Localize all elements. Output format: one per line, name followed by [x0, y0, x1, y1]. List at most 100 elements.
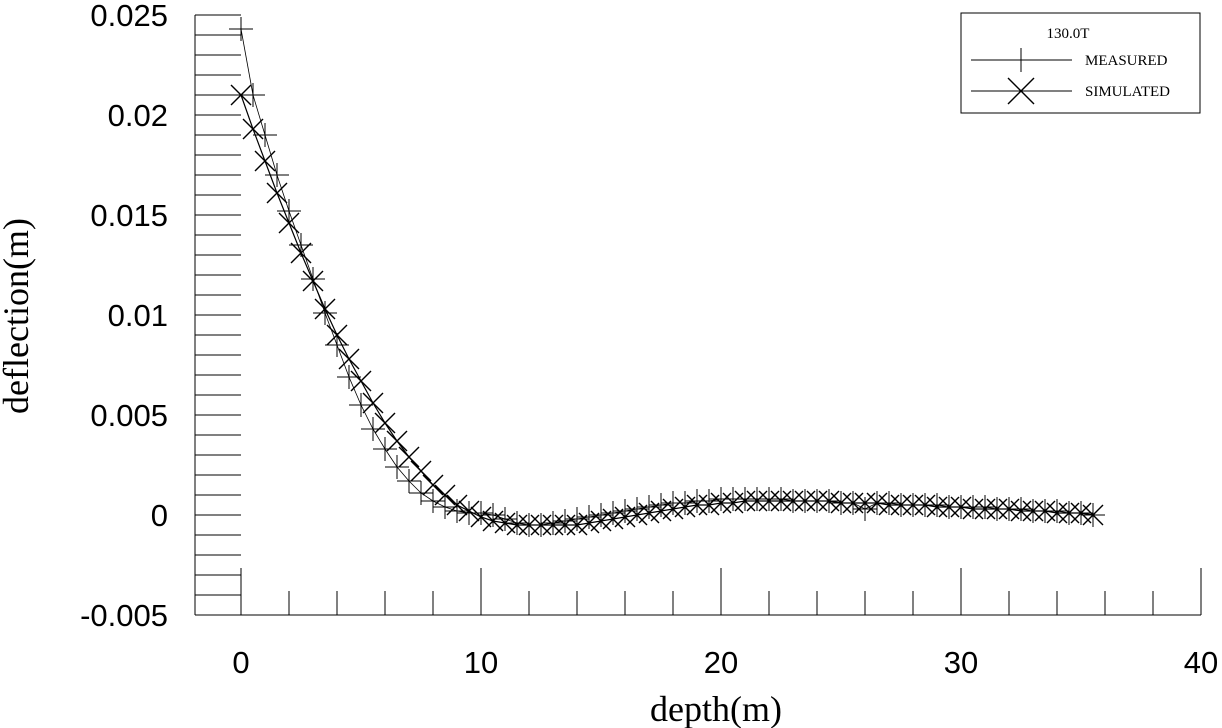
simulated-point	[446, 494, 468, 516]
x-axis-title: depth(m)	[650, 689, 782, 728]
simulated-point-b	[1070, 502, 1092, 524]
measured-point	[505, 511, 529, 535]
simulated-point-b	[854, 492, 876, 514]
simulated-point	[266, 182, 288, 204]
simulated-point-b	[830, 492, 852, 514]
simulated-point-b	[1034, 500, 1056, 522]
simulated-point-b	[422, 474, 444, 496]
simulated-point-b	[242, 118, 264, 140]
simulated-point	[974, 498, 996, 520]
simulated-point-b	[962, 498, 984, 520]
legend-label: SIMULATED	[1085, 84, 1170, 100]
simulated-point-b	[914, 494, 936, 516]
simulated-point	[350, 370, 372, 392]
x-tick-label: 10	[464, 645, 498, 680]
simulated-point	[710, 492, 732, 514]
simulated-point	[386, 430, 408, 452]
measured-point	[481, 503, 505, 527]
simulated-point	[242, 118, 264, 140]
measured-point	[241, 83, 265, 107]
simulated-point	[518, 514, 540, 536]
legend: 130.0T MEASURED SIMULATED	[960, 12, 1201, 114]
measured-point	[493, 507, 517, 531]
series-layer	[229, 17, 1105, 537]
simulated-point	[470, 506, 492, 528]
simulated-point-b	[710, 492, 732, 514]
simulated-point	[962, 498, 984, 520]
simulated-point-b	[374, 412, 396, 434]
simulated-point	[794, 490, 816, 512]
simulated-point	[398, 446, 420, 468]
simulated-point	[746, 490, 768, 512]
simulated-point-b	[230, 84, 252, 106]
simulated-point-b	[1082, 504, 1104, 526]
simulated-point	[782, 490, 804, 512]
simulated-point	[938, 496, 960, 518]
series-simulated	[230, 84, 1104, 536]
measured-point	[277, 199, 301, 223]
simulated-point	[686, 494, 708, 516]
y-tick-label: 0.01	[108, 298, 168, 333]
simulated-point	[806, 490, 828, 512]
simulated-point	[458, 500, 480, 522]
measured-point	[1045, 499, 1069, 523]
measured-point	[925, 493, 949, 517]
simulated-point	[842, 492, 864, 514]
simulated-point-b	[362, 392, 384, 414]
simulated-point-b	[746, 490, 768, 512]
legend-marker-x	[1007, 77, 1035, 105]
simulated-point	[326, 324, 348, 346]
simulated-point-b	[866, 492, 888, 514]
simulated-point-b	[434, 484, 456, 506]
simulated-point-b	[470, 506, 492, 528]
legend-entries: MEASURED SIMULATED	[971, 48, 1170, 105]
y-tick-label: 0.015	[90, 198, 168, 233]
simulated-point-b	[398, 446, 420, 468]
measured-point	[325, 333, 349, 357]
simulated-point-b	[266, 182, 288, 204]
simulated-point-b	[902, 494, 924, 516]
simulated-point-b	[290, 242, 312, 264]
y-tick-label: 0.005	[90, 398, 168, 433]
simulated-point-b	[254, 150, 276, 172]
simulated-point-b	[950, 496, 972, 518]
measured-point	[361, 417, 385, 441]
simulated-point-b	[1010, 500, 1032, 522]
measured-point	[673, 491, 697, 515]
simulated-point-b	[386, 430, 408, 452]
simulated-point-b	[1058, 502, 1080, 524]
y-tick-label: 0	[151, 498, 168, 533]
y-tick-label: -0.005	[80, 598, 168, 633]
measured-point	[397, 469, 421, 493]
measured-point	[265, 163, 289, 187]
measured-point	[349, 393, 373, 417]
simulated-point-b	[410, 460, 432, 482]
simulated-point-b	[842, 492, 864, 514]
simulated-point	[986, 498, 1008, 520]
simulated-point	[374, 412, 396, 434]
simulated-point	[434, 484, 456, 506]
simulated-point-b	[782, 490, 804, 512]
simulated-point-b	[518, 514, 540, 536]
simulated-point-b	[494, 512, 516, 534]
simulated-point-b	[302, 270, 324, 292]
simulated-point	[278, 212, 300, 234]
measured-point	[253, 123, 277, 147]
simulated-point-b	[338, 348, 360, 370]
measured-point	[373, 437, 397, 461]
simulated-point-b	[530, 514, 552, 536]
measured-point	[877, 491, 901, 515]
simulated-point	[1022, 500, 1044, 522]
simulated-point-b	[734, 490, 756, 512]
simulated-point-b	[446, 494, 468, 516]
simulated-point	[422, 474, 444, 496]
simulated-point	[230, 84, 252, 106]
simulated-point-b	[482, 510, 504, 532]
measured-point	[433, 495, 457, 519]
x-tick-label: 20	[704, 645, 738, 680]
simulated-point-b	[926, 496, 948, 518]
simulated-point	[926, 496, 948, 518]
simulated-point	[302, 270, 324, 292]
simulated-point-b	[806, 490, 828, 512]
